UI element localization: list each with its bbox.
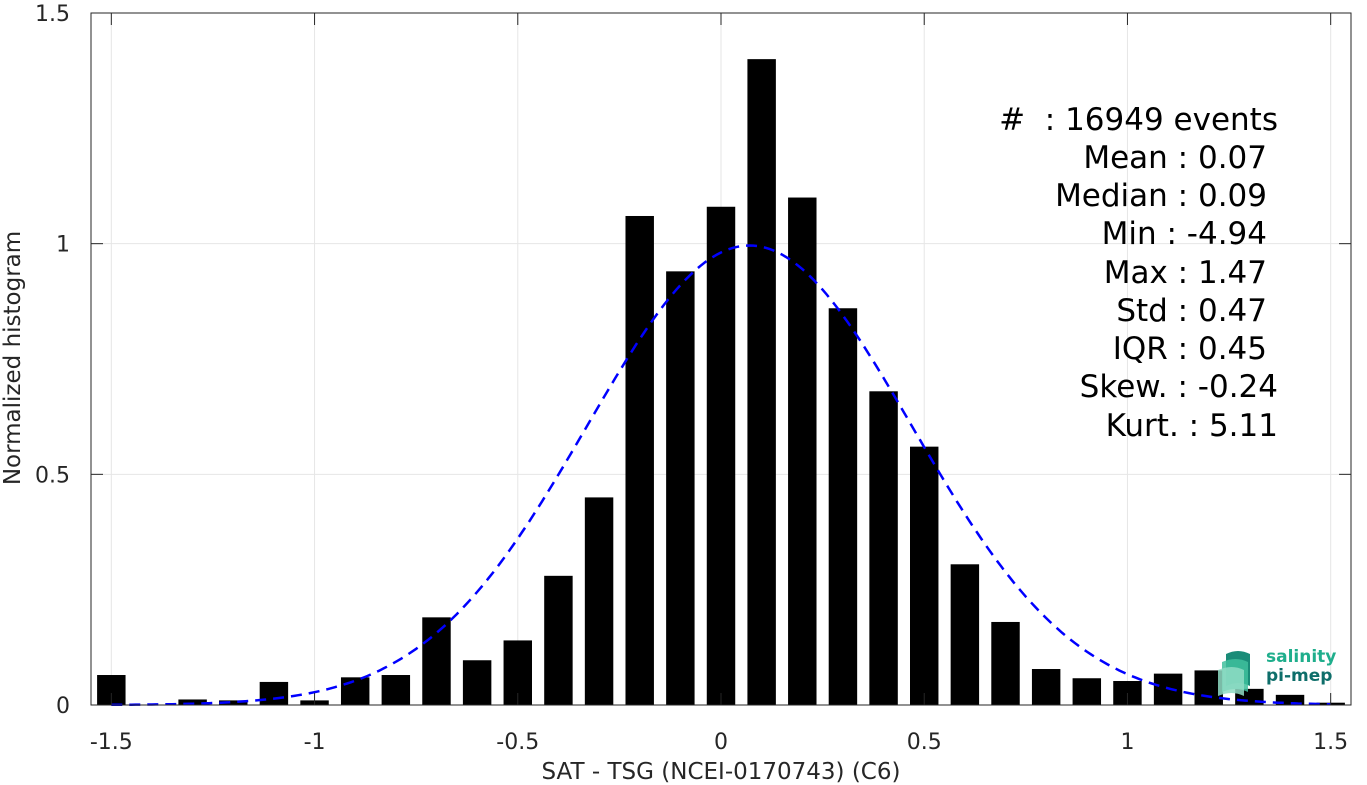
x-tick-label: -1.5 (90, 730, 133, 755)
x-tick-label: 0.5 (907, 730, 942, 755)
x-tick-label: -0.5 (496, 730, 539, 755)
y-tick-label: 1 (56, 233, 70, 258)
histogram-bar (910, 446, 939, 705)
histogram-bar (666, 271, 695, 705)
histogram-bar (788, 197, 817, 706)
stats-median: Median : 0.09 (1055, 178, 1267, 214)
histogram-bar (544, 575, 573, 705)
histogram-bar (1275, 694, 1305, 705)
histogram-bar (828, 308, 858, 705)
histogram-bar (178, 699, 207, 705)
stats-count: # : 16949 events (999, 102, 1278, 138)
histogram-bar (259, 681, 289, 705)
y-tick-label: 0.5 (35, 463, 70, 488)
histogram-bar (625, 215, 654, 705)
x-tick-label: 1.5 (1313, 730, 1348, 755)
histogram-bar (950, 564, 980, 705)
logo-line-2: pi-mep (1266, 666, 1333, 686)
stats-iqr: IQR : 0.45 (1112, 331, 1267, 367)
x-tick-labels: -1.5 -1 -0.5 0 0.5 1 1.5 (90, 730, 1348, 755)
salinity-pimep-logo: salinity pi-mep (1216, 646, 1356, 698)
stats-skew: Skew. : -0.24 (1079, 369, 1278, 405)
histogram-bar (462, 660, 492, 705)
histogram-bar (991, 621, 1020, 705)
y-axis-label: Normalized histogram (0, 231, 26, 485)
gaussian-fit-curve (111, 244, 1331, 707)
histogram-bar (1072, 678, 1102, 705)
logo-line-1: salinity (1266, 647, 1337, 667)
histogram-bar (706, 206, 736, 705)
stats-max: Max : 1.47 (1103, 255, 1267, 291)
x-tick-label: 1 (1120, 730, 1134, 755)
histogram-bar (869, 391, 898, 705)
histogram-bar (747, 59, 776, 705)
y-tick-label: 1.5 (35, 2, 70, 27)
histogram-bars (97, 59, 1345, 706)
stats-kurt: Kurt. : 5.11 (1105, 408, 1278, 444)
y-tick-label: 0 (56, 694, 70, 719)
histogram-bar (340, 677, 370, 705)
histogram-bar (381, 675, 411, 705)
wave-logo-icon (1218, 651, 1250, 696)
axes-frame (90, 12, 1352, 706)
x-tick-label: -1 (304, 730, 326, 755)
histogram-bar (1031, 669, 1061, 705)
x-tick-label: 0 (714, 730, 728, 755)
histogram-bar (422, 617, 451, 705)
y-tick-labels: 0 0.5 1 1.5 (35, 2, 70, 719)
stats-std: Std : 0.47 (1116, 293, 1267, 329)
histogram-bar (219, 700, 248, 705)
histogram-bar (584, 497, 614, 705)
stats-mean: Mean : 0.07 (1083, 140, 1267, 176)
stats-min: Min : -4.94 (1101, 216, 1267, 252)
x-axis-label: SAT - TSG (NCEI-0170743) (C6) (542, 759, 901, 785)
